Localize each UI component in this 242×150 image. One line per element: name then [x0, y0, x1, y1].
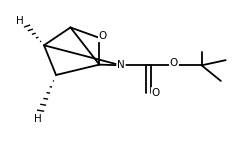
Text: N: N: [117, 60, 125, 70]
Text: O: O: [99, 31, 107, 41]
Text: H: H: [34, 114, 42, 124]
Text: O: O: [170, 58, 178, 68]
Text: H: H: [16, 16, 24, 26]
Text: O: O: [152, 88, 160, 98]
